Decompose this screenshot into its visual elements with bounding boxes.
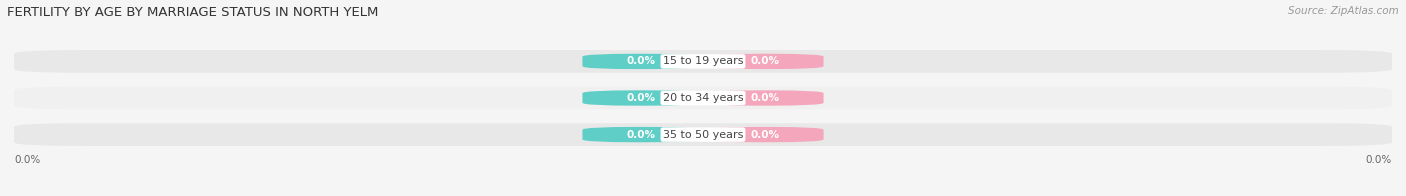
Text: 0.0%: 0.0% (14, 155, 41, 165)
Text: 0.0%: 0.0% (751, 130, 779, 140)
Text: 20 to 34 years: 20 to 34 years (662, 93, 744, 103)
Text: 0.0%: 0.0% (1365, 155, 1392, 165)
Text: 0.0%: 0.0% (627, 93, 655, 103)
Text: 0.0%: 0.0% (751, 93, 779, 103)
Text: FERTILITY BY AGE BY MARRIAGE STATUS IN NORTH YELM: FERTILITY BY AGE BY MARRIAGE STATUS IN N… (7, 6, 378, 19)
FancyBboxPatch shape (706, 90, 824, 106)
Text: 35 to 50 years: 35 to 50 years (662, 130, 744, 140)
Text: 0.0%: 0.0% (627, 56, 655, 66)
FancyBboxPatch shape (582, 127, 700, 142)
FancyBboxPatch shape (14, 50, 1392, 73)
FancyBboxPatch shape (706, 54, 824, 69)
Text: 15 to 19 years: 15 to 19 years (662, 56, 744, 66)
FancyBboxPatch shape (14, 87, 1392, 109)
FancyBboxPatch shape (14, 123, 1392, 146)
FancyBboxPatch shape (582, 54, 700, 69)
Text: 0.0%: 0.0% (627, 130, 655, 140)
FancyBboxPatch shape (582, 90, 700, 106)
Text: 0.0%: 0.0% (751, 56, 779, 66)
FancyBboxPatch shape (706, 127, 824, 142)
Text: Source: ZipAtlas.com: Source: ZipAtlas.com (1288, 6, 1399, 16)
